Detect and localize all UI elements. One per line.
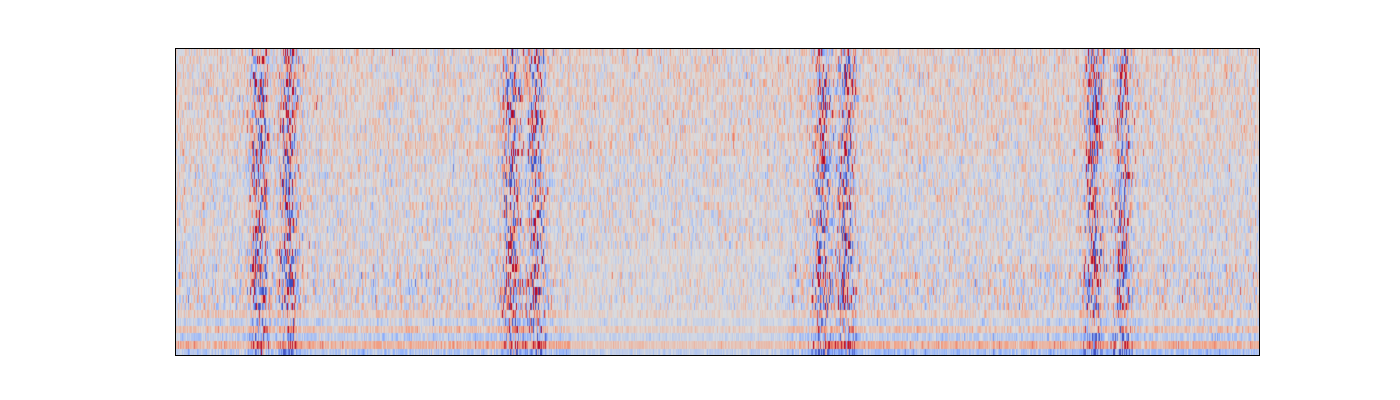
heatmap-plot-area	[175, 48, 1260, 356]
heatmap-image	[175, 48, 1260, 356]
